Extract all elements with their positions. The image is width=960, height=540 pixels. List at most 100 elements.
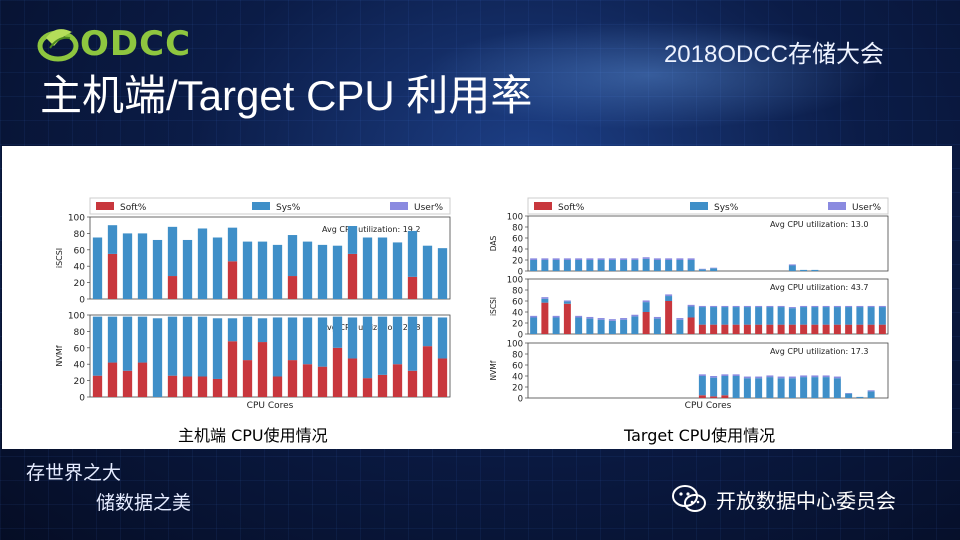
- sys-bar: [272, 317, 283, 377]
- sys-bar: [563, 260, 571, 271]
- user-bar: [800, 305, 808, 308]
- soft-bar: [833, 324, 841, 334]
- avg-utilization-label: Avg CPU utilization: 17.3: [770, 347, 869, 356]
- user-bar: [586, 316, 594, 319]
- user-bar: [676, 318, 684, 320]
- sys-bar: [437, 248, 448, 299]
- user-bar: [586, 258, 594, 260]
- soft-bar: [642, 312, 650, 334]
- sys-bar: [586, 318, 594, 334]
- sys-bar: [878, 307, 886, 325]
- sys-bar: [167, 316, 178, 376]
- soft-bar: [698, 324, 706, 334]
- slogan-line-1: 存世界之大: [26, 462, 122, 484]
- soft-bar: [92, 375, 103, 397]
- sys-bar: [287, 235, 298, 277]
- y-tick-label: 0: [518, 331, 523, 341]
- soft-bar: [287, 360, 298, 397]
- footer-brand: 开放数据中心委员会: [672, 484, 896, 514]
- soft-bar: [212, 378, 223, 397]
- user-bar: [800, 375, 808, 378]
- sys-bar: [867, 307, 875, 325]
- user-bar: [642, 300, 650, 303]
- slogan-line-2: 储数据之美: [96, 492, 192, 514]
- content-panel: Soft% Sys% User% 0 20 40 60 80 100 iSCSI Avg CPU u…: [2, 146, 952, 449]
- y-tick-label: 100: [507, 276, 523, 286]
- user-bar: [698, 374, 706, 376]
- sys-bar: [92, 237, 103, 299]
- user-bar: [755, 305, 763, 308]
- sys-bar: [362, 237, 373, 299]
- sys-bar: [800, 307, 808, 325]
- legend-label-user: User%: [414, 203, 444, 213]
- soft-bar: [227, 341, 238, 397]
- user-bar: [541, 258, 549, 260]
- sys-bar: [608, 260, 616, 271]
- soft-bar: [687, 317, 695, 334]
- user-bar: [620, 258, 628, 260]
- sys-bar: [107, 225, 118, 254]
- soft-bar: [822, 324, 830, 334]
- user-bar: [867, 390, 875, 392]
- sys-bar: [766, 307, 774, 325]
- soft-bar: [878, 324, 886, 334]
- y-tick-label: 0: [79, 394, 85, 404]
- soft-bar: [272, 376, 283, 397]
- user-bar: [822, 305, 830, 308]
- sys-bar: [242, 316, 253, 361]
- sys-bar: [845, 307, 853, 325]
- sys-bar: [710, 307, 718, 325]
- sys-bar: [362, 316, 373, 379]
- soft-bar: [710, 396, 718, 398]
- soft-bar: [856, 324, 864, 334]
- user-bar: [710, 376, 718, 378]
- user-bar: [653, 258, 661, 260]
- sys-bar: [867, 391, 875, 398]
- y-axis-label: iSCSI: [55, 248, 64, 268]
- sys-bar: [856, 396, 864, 398]
- avg-utilization-label: Avg CPU utilization: 19.2: [322, 225, 421, 234]
- sys-bar: [137, 316, 148, 363]
- soft-bar: [732, 324, 740, 334]
- user-bar: [867, 305, 875, 308]
- user-bar: [530, 258, 538, 260]
- user-bar: [552, 315, 560, 318]
- sys-bar: [597, 319, 605, 334]
- soft-bar: [422, 346, 433, 397]
- sys-bar: [721, 376, 729, 396]
- soft-bar: [242, 360, 253, 397]
- y-tick-label: 20: [512, 257, 523, 267]
- user-bar: [710, 305, 718, 308]
- sys-bar: [422, 245, 433, 299]
- background-glow: [420, 20, 880, 130]
- legend-label-soft: Soft%: [120, 203, 147, 213]
- sys-bar: [212, 237, 223, 299]
- sys-bar: [822, 307, 830, 325]
- sys-bar: [317, 317, 328, 367]
- user-bar: [552, 258, 560, 260]
- legend-swatch-soft: [96, 202, 114, 210]
- sys-bar: [212, 318, 223, 379]
- sys-bar: [755, 378, 763, 398]
- sys-bar: [541, 260, 549, 271]
- sys-bar: [833, 307, 841, 325]
- sys-bar: [242, 241, 253, 299]
- user-bar: [788, 264, 796, 266]
- legend-swatch-user: [390, 202, 408, 210]
- sys-bar: [631, 260, 639, 271]
- soft-bar: [563, 303, 571, 334]
- soft-bar: [362, 378, 373, 397]
- y-tick-label: 20: [74, 279, 86, 289]
- sys-bar: [530, 317, 538, 334]
- sys-bar: [182, 316, 193, 377]
- y-tick-label: 80: [74, 230, 86, 240]
- y-tick-label: 100: [68, 214, 85, 224]
- user-bar: [856, 305, 864, 308]
- user-bar: [687, 258, 695, 260]
- y-tick-label: 80: [512, 287, 523, 297]
- user-bar: [597, 318, 605, 320]
- plot-frame: [89, 216, 451, 300]
- sys-bar: [122, 233, 133, 299]
- user-bar: [743, 376, 751, 379]
- org-name: 开放数据中心委员会: [716, 488, 896, 513]
